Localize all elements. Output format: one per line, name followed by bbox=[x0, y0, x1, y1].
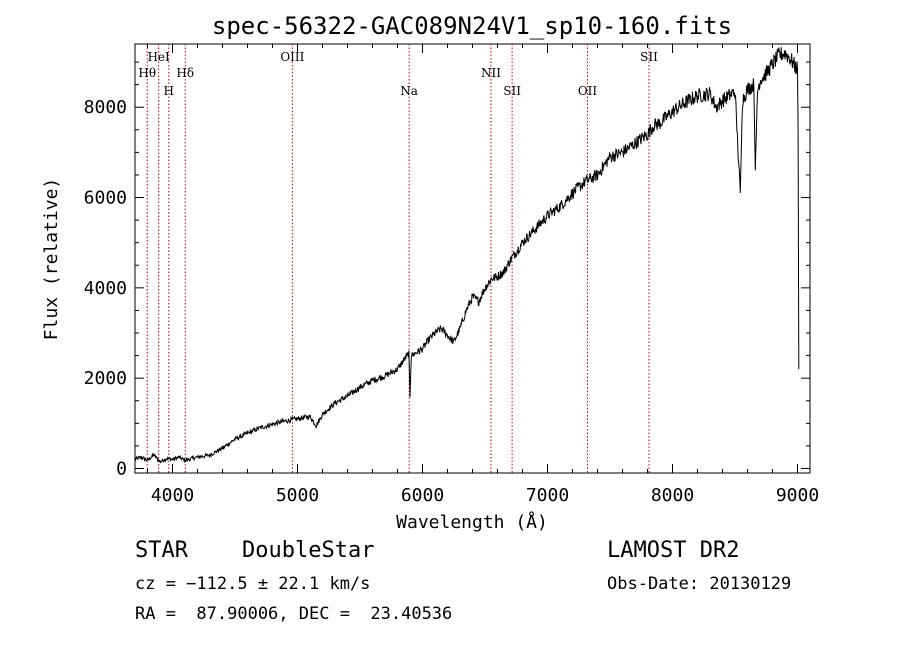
y-tick-label-2000: 2000 bbox=[84, 368, 127, 389]
survey-release: LAMOST DR2 bbox=[607, 538, 740, 563]
y-axis-label: Flux (relative) bbox=[41, 178, 62, 341]
redshift-velocity: cz = −112.5 ± 22.1 km/s bbox=[135, 574, 371, 594]
coordinates: RA = 87.90006, DEC = 23.40536 bbox=[135, 604, 453, 624]
x-axis-ticks: 4000 5000 6000 7000 8000 9000 bbox=[147, 44, 819, 506]
plot-frame bbox=[134, 43, 811, 474]
plot-border bbox=[134, 43, 811, 474]
x-tick-label-7000: 7000 bbox=[526, 485, 569, 506]
x-tick-label-4000: 4000 bbox=[151, 485, 194, 506]
y-tick-label-8000: 8000 bbox=[84, 97, 127, 118]
line-marker-label-1: HeI bbox=[147, 50, 170, 64]
x-tick-label-8000: 8000 bbox=[651, 485, 694, 506]
observation-date: Obs-Date: 20130129 bbox=[607, 574, 792, 594]
line-marker-label-5: Na bbox=[400, 84, 418, 98]
y-tick-label-0: 0 bbox=[116, 458, 127, 479]
x-tick-label-6000: 6000 bbox=[401, 485, 444, 506]
line-marker-label-7: SII bbox=[503, 84, 521, 98]
line-marker-label-6: NII bbox=[481, 66, 501, 80]
line-marker-label-3: Hδ bbox=[176, 66, 194, 80]
spectrum-line bbox=[134, 47, 800, 464]
y-axis-ticks: 0 2000 4000 6000 8000 bbox=[84, 61, 810, 479]
x-tick-label-5000: 5000 bbox=[276, 485, 319, 506]
x-axis-label: Wavelength (Å) bbox=[396, 511, 548, 533]
line-marker-label-0: Hθ bbox=[138, 66, 156, 80]
spectrum-chart: spec-56322-GAC089N24V1_sp10-160.fits Hθ H… bbox=[41, 12, 819, 533]
line-marker-label-2: H bbox=[164, 84, 174, 98]
object-class: STAR bbox=[135, 538, 188, 563]
chart-title: spec-56322-GAC089N24V1_sp10-160.fits bbox=[212, 12, 732, 40]
spectrum-series bbox=[134, 47, 800, 464]
y-tick-label-4000: 4000 bbox=[84, 278, 127, 299]
object-subclass: DoubleStar bbox=[242, 538, 375, 563]
line-marker-label-8: OII bbox=[578, 84, 598, 98]
y-tick-label-6000: 6000 bbox=[84, 188, 127, 209]
line-marker-label-4: OIII bbox=[280, 50, 304, 64]
x-tick-label-9000: 9000 bbox=[776, 485, 819, 506]
line-marker-label-9: SII bbox=[640, 50, 658, 64]
